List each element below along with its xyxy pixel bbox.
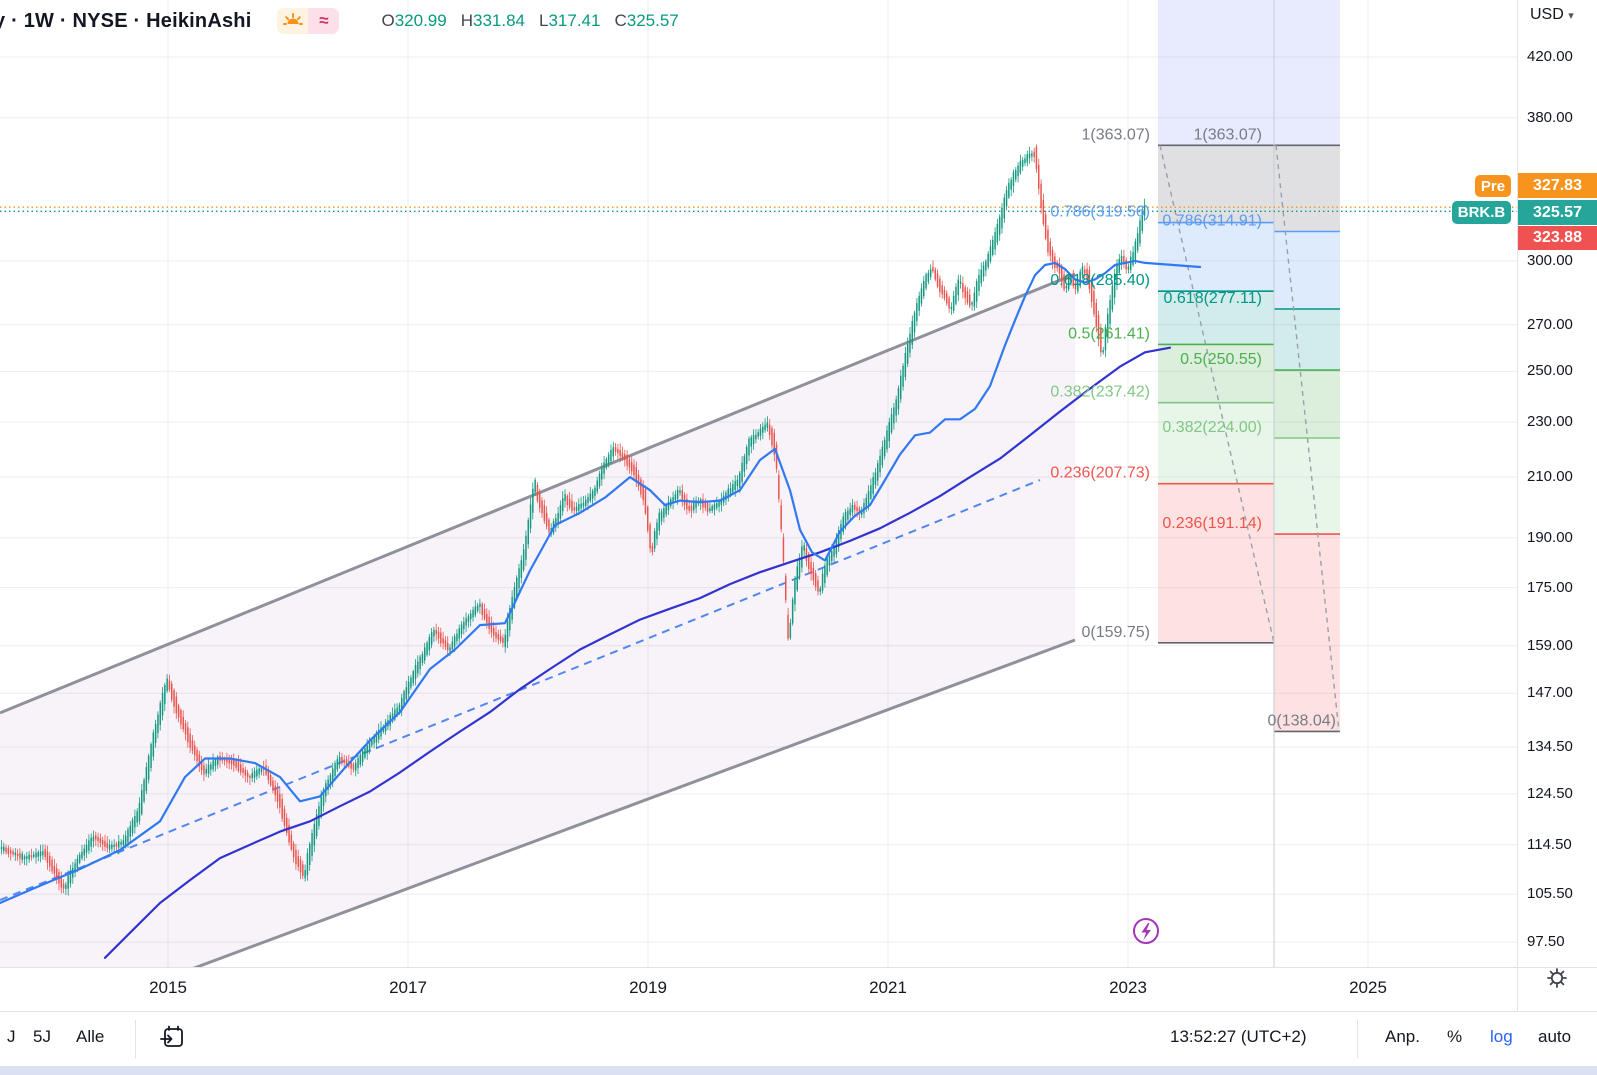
price-tick-label: 300.00 xyxy=(1527,252,1573,269)
price-tick-label: 134.50 xyxy=(1527,738,1573,755)
price-tick-label: 114.50 xyxy=(1527,836,1572,853)
price-tick-label: 270.00 xyxy=(1527,316,1573,333)
high-value: 331.84 xyxy=(472,11,525,30)
high-label: H xyxy=(460,11,473,30)
parallel-channel[interactable] xyxy=(0,272,1076,967)
fib-label[interactable]: 1(363.07) xyxy=(1082,126,1151,143)
fib-label[interactable]: 0.618(285.40) xyxy=(1050,272,1150,289)
price-tick-label: 105.50 xyxy=(1527,885,1573,902)
range-button-1j[interactable]: J xyxy=(7,1027,16,1046)
fib-label[interactable]: 0.5(250.55) xyxy=(1180,351,1262,368)
year-tick-label: 2017 xyxy=(389,978,427,997)
go-to-date-calendar-icon[interactable] xyxy=(158,1023,186,1056)
price-axis[interactable]: 420.00 380.00 300.00 270.00 250.00 230.00 210.… xyxy=(1517,0,1597,967)
chart-canvas[interactable]: 1(363.07) 0.786(319.56) 0.618(285.40) 0.5(2… xyxy=(0,0,1517,967)
close-value: 325.57 xyxy=(626,11,679,30)
countdown-price[interactable]: 323.88 xyxy=(1518,226,1597,250)
fib-label[interactable]: 0.5(261.41) xyxy=(1068,325,1150,342)
fib-labels: 1(363.07) 0.786(319.56) 0.618(285.40) 0.5(2… xyxy=(1050,126,1336,729)
pre-market-price[interactable]: 327.83 xyxy=(1518,173,1597,198)
currency-dropdown[interactable]: USD ▾ xyxy=(1530,6,1574,24)
range-button-5j[interactable]: 5J xyxy=(33,1027,51,1046)
symbol-tab[interactable]: BRK.B xyxy=(1452,201,1511,224)
fib-label[interactable]: 0.618(277.11) xyxy=(1164,290,1262,307)
bottom-accent-strip xyxy=(0,1066,1597,1075)
price-tick-label: 97.50 xyxy=(1527,933,1565,950)
price-tick-label: 190.00 xyxy=(1527,529,1573,546)
price-tick-label: 175.00 xyxy=(1527,579,1573,596)
premarket-sun-icon[interactable] xyxy=(277,8,309,34)
fib-label[interactable]: 0.382(237.42) xyxy=(1050,384,1150,401)
price-tick-label: 147.00 xyxy=(1527,684,1573,701)
axis-settings-gear-icon[interactable] xyxy=(1545,966,1569,990)
close-label: C xyxy=(614,11,627,30)
year-tick-label: 2019 xyxy=(629,978,667,997)
range-button-alle[interactable]: Alle xyxy=(76,1027,105,1046)
currency-label: USD xyxy=(1530,6,1564,23)
fib-label[interactable]: 0.236(207.73) xyxy=(1050,465,1150,482)
symbol-title[interactable]: y · 1W · NYSE · HeikinAshi xyxy=(0,9,252,32)
percent-scale-button[interactable]: % xyxy=(1447,1027,1463,1046)
open-value: 320.99 xyxy=(394,11,447,30)
price-tick-label: 159.00 xyxy=(1527,637,1573,654)
adjust-button[interactable]: Anp. xyxy=(1385,1027,1420,1046)
price-tick-label: 210.00 xyxy=(1527,468,1573,485)
price-tick-label: 250.00 xyxy=(1527,362,1573,379)
price-tick-label: 230.00 xyxy=(1527,413,1573,430)
price-tick-label: 380.00 xyxy=(1527,109,1573,126)
year-tick-label: 2023 xyxy=(1109,978,1147,997)
year-tick-label: 2015 xyxy=(149,978,187,997)
chevron-down-icon: ▾ xyxy=(1568,10,1574,22)
sun-icon xyxy=(282,13,303,25)
quick-action-lightning-icon[interactable] xyxy=(1133,918,1159,944)
toolbar-divider-2 xyxy=(1357,1020,1358,1058)
fib-label[interactable]: 0(159.75) xyxy=(1082,624,1151,641)
axis-corner-divider xyxy=(1517,968,1518,1012)
last-price[interactable]: 325.57 xyxy=(1518,200,1597,225)
ma-fast[interactable] xyxy=(0,259,1202,905)
low-label: L xyxy=(538,11,549,30)
price-tick-label: 420.00 xyxy=(1527,48,1573,65)
low-value: 317.41 xyxy=(548,11,601,30)
log-scale-button[interactable]: log xyxy=(1490,1027,1513,1046)
ma-slow[interactable] xyxy=(103,346,1172,959)
fib-label[interactable]: 0.786(314.91) xyxy=(1162,213,1262,230)
auto-scale-button[interactable]: auto xyxy=(1538,1027,1572,1046)
fib-label[interactable]: 0.236(191.14) xyxy=(1162,515,1262,532)
grid xyxy=(0,0,1517,967)
fib-retracement-zones[interactable] xyxy=(1158,0,1340,967)
fib-label[interactable]: 1(363.07) xyxy=(1194,126,1263,143)
ohlc-readout: O 320.99 H 331.84 L 317.41 C 325.57 xyxy=(367,11,678,31)
year-tick-label: 2025 xyxy=(1349,978,1387,997)
time-axis[interactable]: 2015 2017 2019 2021 2023 2025 xyxy=(0,967,1597,1012)
bottom-toolbar: J 5J Alle 13:52:27 (UTC+2) Anp. % log au… xyxy=(0,1011,1597,1067)
price-tick-label: 124.50 xyxy=(1527,785,1573,802)
fib-label[interactable]: 0(138.04) xyxy=(1268,712,1337,729)
year-tick-label: 2021 xyxy=(869,978,907,997)
fib-label[interactable]: 0.382(224.00) xyxy=(1162,419,1262,436)
clock-readout[interactable]: 13:52:27 (UTC+2) xyxy=(1170,1027,1307,1046)
open-label: O xyxy=(381,11,395,30)
fib-label[interactable]: 0.786(319.56) xyxy=(1050,204,1150,221)
approx-data-icon[interactable]: ≈ xyxy=(308,8,340,34)
chart-pane[interactable]: 1(363.07) 0.786(319.56) 0.618(285.40) 0.5(2… xyxy=(0,0,1517,967)
toolbar-divider xyxy=(135,1020,136,1058)
market-status-badges: ≈ xyxy=(277,8,340,34)
symbol-header: y · 1W · NYSE · HeikinAshi ≈ O 320.99 H 33… xyxy=(0,8,679,34)
pre-market-tab[interactable]: Pre xyxy=(1475,175,1511,197)
